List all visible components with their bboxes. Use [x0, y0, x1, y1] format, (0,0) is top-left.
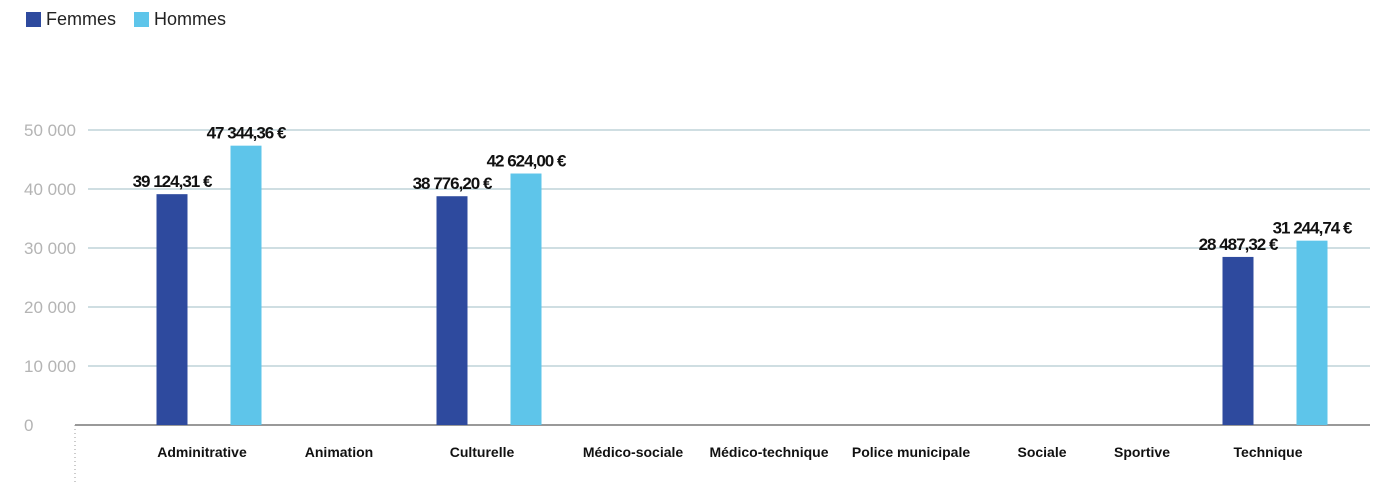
data-label: 31 244,74 € [1273, 219, 1353, 238]
data-label: 42 624,00 € [487, 152, 567, 171]
x-category-label: Adminitrative [157, 444, 247, 460]
bar-femmes-0 [156, 194, 188, 425]
y-tick-label: 0 [24, 416, 33, 435]
y-tick-label: 20 000 [24, 298, 76, 317]
data-label: 39 124,31 € [133, 172, 213, 191]
bar-femmes-2 [436, 196, 468, 425]
data-label: 38 776,20 € [413, 174, 493, 193]
data-label: 28 487,32 € [1199, 235, 1279, 254]
x-category-label: Technique [1234, 444, 1303, 460]
x-category-label: Culturelle [450, 444, 515, 460]
y-tick-label: 10 000 [24, 357, 76, 376]
x-category-label: Animation [305, 444, 373, 460]
y-tick-label: 40 000 [24, 180, 76, 199]
legend-swatch-hommes [134, 12, 150, 27]
legend-item-hommes: Hommes [134, 9, 226, 30]
x-category-label: Médico-sociale [583, 444, 684, 460]
legend-label-hommes: Hommes [154, 9, 227, 29]
y-tick-label: 50 000 [24, 121, 76, 140]
bar-hommes-8 [1296, 240, 1328, 425]
x-category-label: Police municipale [852, 444, 970, 460]
data-label: 47 344,36 € [207, 124, 287, 143]
legend-swatch-femmes [26, 12, 41, 27]
bar-hommes-0 [230, 145, 262, 425]
bar-femmes-8 [1222, 256, 1254, 425]
legend-item-femmes: Femmes [26, 9, 116, 30]
legend: Femmes Hommes [26, 9, 226, 30]
y-tick-label: 30 000 [24, 239, 76, 258]
x-category-label: Sportive [1114, 444, 1170, 460]
bar-hommes-2 [510, 173, 542, 425]
x-category-label: Sociale [1017, 444, 1066, 460]
legend-label-femmes: Femmes [46, 9, 117, 29]
x-category-label: Médico-technique [709, 444, 828, 460]
